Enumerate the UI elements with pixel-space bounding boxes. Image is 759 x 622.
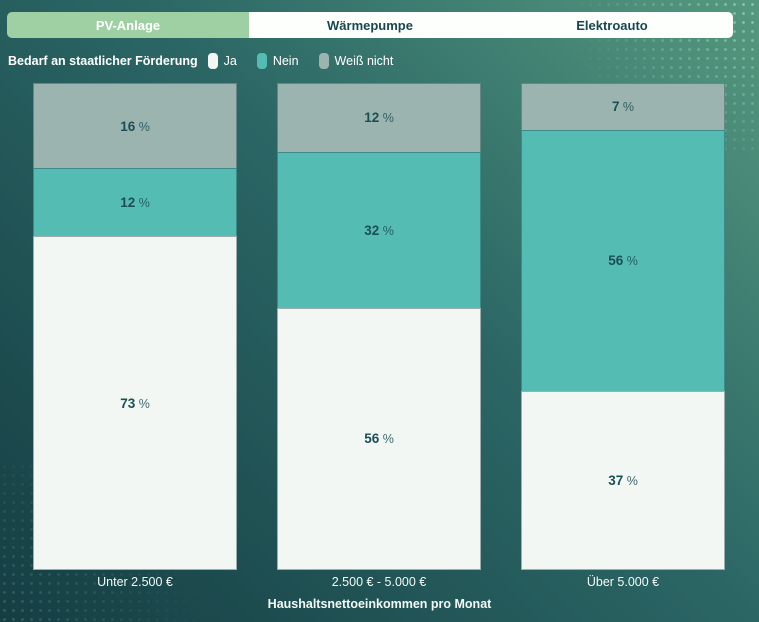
legend-swatch-ja bbox=[207, 53, 218, 69]
segment-value-label: 12 % bbox=[364, 110, 394, 126]
bar-segment-wei-nicht[interactable]: 12 % bbox=[277, 83, 481, 153]
segment-value-label: 56 % bbox=[608, 253, 638, 269]
x-tick-label-unter-2-500: Unter 2.500 € bbox=[97, 575, 173, 589]
x-axis-labels: Unter 2.500 € 2.500 € - 5.000 € Über 5.000… bbox=[33, 575, 725, 589]
x-axis-title: Haushaltsnettoeinkommen pro Monat bbox=[267, 597, 492, 611]
bar-column-unter-2-500: 16 % 12 % 73 % bbox=[33, 83, 237, 571]
segment-value-label: 32 % bbox=[364, 222, 394, 238]
bar-segment-ja[interactable]: 73 % bbox=[33, 236, 237, 571]
bar-column-ber-5-000: 7 % 56 % 37 % bbox=[521, 83, 725, 570]
segment-value-label: 12 % bbox=[120, 195, 150, 211]
legend-swatch-wei-nicht bbox=[318, 53, 329, 69]
segment-value-label: 56 % bbox=[364, 431, 394, 447]
tab-bar: PV-Anlage Wärmepumpe Elektroauto bbox=[7, 12, 733, 38]
tab-elektroauto[interactable]: Elektroauto bbox=[491, 12, 733, 38]
x-tick-label-ber-5-000: Über 5.000 € bbox=[586, 575, 660, 589]
chart: 16 % 12 % 73 % 12 % 32 % 56 % 7 % 56 % 37 % bbox=[33, 83, 725, 571]
bar-segment-nein[interactable]: 12 % bbox=[33, 168, 237, 238]
x-tick-label-2-500-5-000: 2.500 € - 5.000 € bbox=[331, 575, 427, 589]
bar-segment-ja[interactable]: 56 % bbox=[277, 307, 481, 570]
bar-segment-nein[interactable]: 32 % bbox=[277, 151, 481, 309]
legend-title: Bedarf an staatlicher Förderung bbox=[8, 54, 198, 68]
bar-segment-ja[interactable]: 37 % bbox=[521, 390, 725, 570]
tab-pv-anlage[interactable]: PV-Anlage bbox=[7, 12, 249, 38]
legend-label: Nein bbox=[272, 54, 299, 68]
segment-value-label: 16 % bbox=[120, 118, 150, 134]
legend-label: Weiß nicht bbox=[334, 54, 394, 68]
bar-column-2-500-5-000: 12 % 32 % 56 % bbox=[277, 83, 481, 570]
segment-value-label: 7 % bbox=[611, 99, 635, 115]
legend-swatch-nein bbox=[256, 53, 267, 69]
legend: Bedarf an staatlicher Förderung Ja Nein We… bbox=[8, 52, 413, 70]
tab-waermepumpe[interactable]: Wärmepumpe bbox=[249, 12, 491, 38]
segment-value-label: 73 % bbox=[120, 395, 150, 411]
bar-segment-nein[interactable]: 56 % bbox=[521, 129, 725, 392]
segment-value-label: 37 % bbox=[608, 472, 638, 488]
bar-segment-wei-nicht[interactable]: 7 % bbox=[521, 83, 725, 131]
legend-item-ja: Ja bbox=[207, 53, 237, 69]
bar-segment-wei-nicht[interactable]: 16 % bbox=[33, 83, 237, 170]
legend-item-nein: Nein bbox=[256, 53, 299, 69]
legend-item-wei-nicht: Weiß nicht bbox=[318, 53, 394, 69]
legend-label: Ja bbox=[223, 54, 237, 68]
